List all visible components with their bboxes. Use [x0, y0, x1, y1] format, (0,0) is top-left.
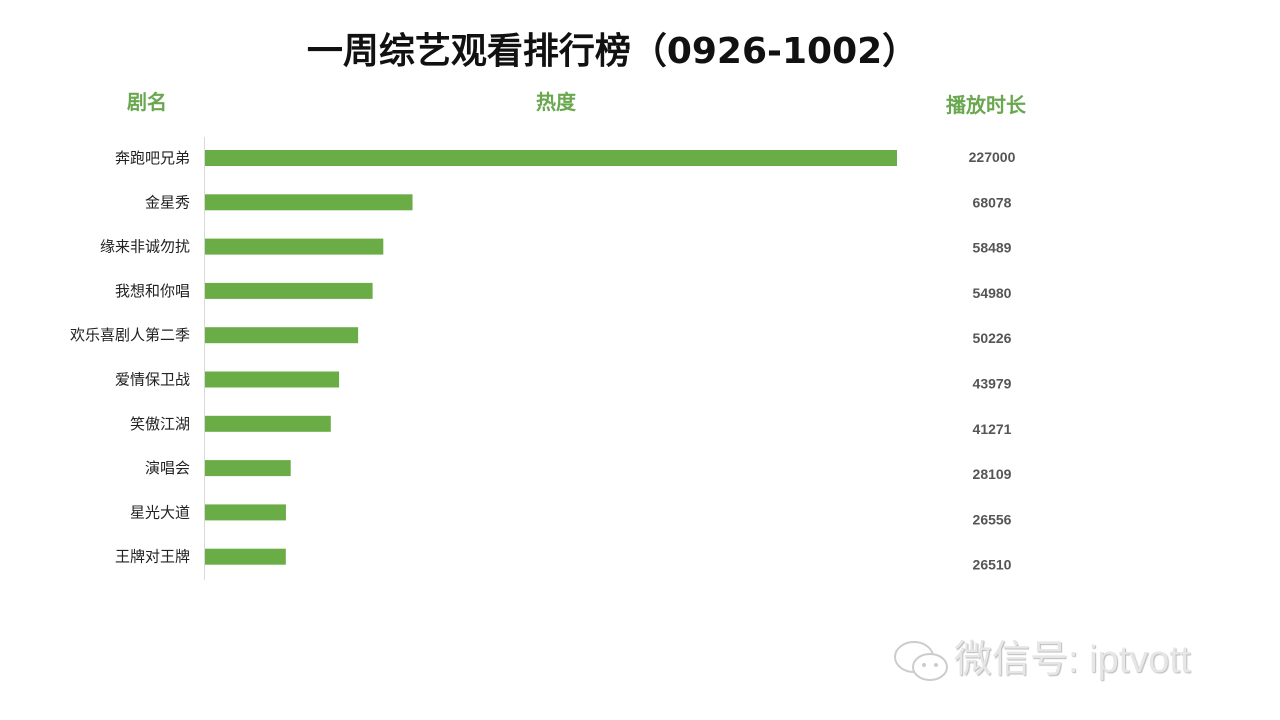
bar: [205, 282, 373, 299]
category-label: 欢乐喜剧人第二季: [70, 326, 190, 344]
category-label: 星光大道: [130, 503, 190, 521]
value-label: 50226: [973, 330, 1012, 346]
value-label: 58489: [973, 240, 1012, 256]
value-label: 68078: [973, 194, 1012, 210]
value-label: 41271: [973, 421, 1012, 437]
value-label: 43979: [973, 376, 1012, 392]
value-label: 26556: [973, 511, 1012, 527]
value-label: 54980: [973, 285, 1012, 301]
bar: [205, 504, 286, 521]
header-duration: 播放时长: [946, 93, 1026, 117]
value-label: 227000: [969, 149, 1016, 165]
category-label: 爱情保卫战: [115, 371, 190, 389]
watermark-text: 微信号: iptvott: [954, 639, 1191, 681]
category-label: 笑傲江湖: [130, 415, 190, 433]
bar: [205, 238, 384, 255]
category-label: 金星秀: [145, 193, 190, 211]
category-label: 王牌对王牌: [115, 548, 190, 566]
bar: [205, 150, 897, 166]
category-label: 缘来非诚勿扰: [100, 238, 190, 256]
bar: [205, 371, 340, 388]
chart-title: 一周综艺观看排行榜（0926-1002）: [306, 31, 919, 72]
value-label: 26510: [973, 557, 1012, 573]
bar: [205, 460, 291, 477]
watermark: 微信号: iptvott: [892, 628, 1191, 687]
category-label: 演唱会: [145, 459, 190, 477]
bar: [205, 548, 286, 565]
bar: [205, 327, 359, 344]
bar: [205, 415, 331, 432]
header-name: 剧名: [127, 90, 167, 114]
bar: [205, 194, 413, 211]
category-label: 我想和你唱: [115, 282, 190, 300]
wechat-icon: [894, 640, 948, 681]
header-heat: 热度: [536, 90, 576, 114]
value-label: 28109: [973, 466, 1012, 482]
category-label: 奔跑吧兄弟: [115, 149, 190, 167]
